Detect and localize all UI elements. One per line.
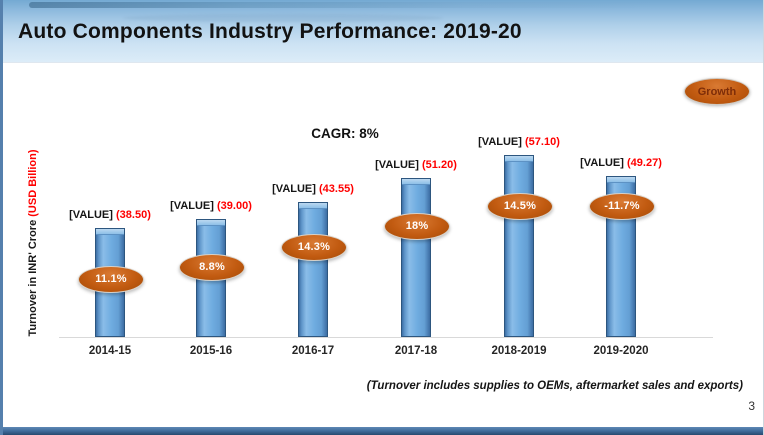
y-axis-label-red: (USD Billion) [27,149,39,217]
bar-usd-value: (38.50) [116,209,151,221]
slide-header [3,0,763,63]
bar-value-label: [VALUE] (57.10) [449,136,589,148]
growth-badge: 14.3% [281,233,347,261]
bar-value-placeholder: [VALUE] [478,136,525,148]
bar-value-placeholder: [VALUE] [580,157,627,169]
x-axis-label: 2019-2020 [593,345,649,357]
bar-top-highlight [299,203,327,209]
growth-legend-label: Growth [697,85,737,98]
bar-2018-2019 [504,155,534,337]
bar-2016-17 [298,202,328,337]
growth-badge: 11.1% [78,265,144,293]
bar-top-highlight [402,179,430,185]
cagr-label: CAGR: 8% [311,126,379,141]
x-axis-label: 2018-2019 [491,345,547,357]
growth-badge: 8.8% [179,253,245,281]
bar-value-label: [VALUE] (49.27) [551,157,691,169]
bar-value-placeholder: [VALUE] [272,183,319,195]
x-axis-label: 2017-18 [394,345,438,357]
footnote: (Turnover includes supplies to OEMs, aft… [366,380,743,392]
bar-usd-value: (39.00) [217,200,252,212]
bar-usd-value: (43.55) [319,183,354,195]
bar-value-label: [VALUE] (43.55) [243,183,383,195]
x-axis-label: 2016-17 [291,345,335,357]
bar-top-highlight [197,220,225,226]
bottom-border-bar [3,427,763,435]
y-axis-label-black: Turnover in INR' Crore [27,216,39,337]
bar-value-placeholder: [VALUE] [170,200,217,212]
bar-value-placeholder: [VALUE] [69,209,116,221]
bar-top-highlight [96,229,124,235]
bar-value-placeholder: [VALUE] [375,159,422,171]
bar-usd-value: (51.20) [422,159,457,171]
bar-value-label: [VALUE] (51.20) [346,159,486,171]
x-axis-line [59,337,713,338]
page-title: Auto Components Industry Performance: 20… [18,20,522,43]
growth-badge: -11.7% [589,192,655,220]
growth-badge: 18% [384,212,450,240]
x-axis-label: 2015-16 [189,345,233,357]
growth-legend-badge: Growth [684,78,750,105]
bar-usd-value: (49.27) [627,157,662,169]
x-axis-label: 2014-15 [88,345,132,357]
y-axis-label: Turnover in INR' Crore (USD Billion) [27,150,39,337]
bar-top-highlight [607,177,635,183]
bar-value-label: [VALUE] (39.00) [141,200,281,212]
bar-2017-18 [401,178,431,337]
bar-top-highlight [505,156,533,162]
bar-usd-value: (57.10) [525,136,560,148]
page-number: 3 [748,399,755,413]
growth-badge: 14.5% [487,192,553,220]
bar-value-label: [VALUE] (38.50) [40,209,180,221]
